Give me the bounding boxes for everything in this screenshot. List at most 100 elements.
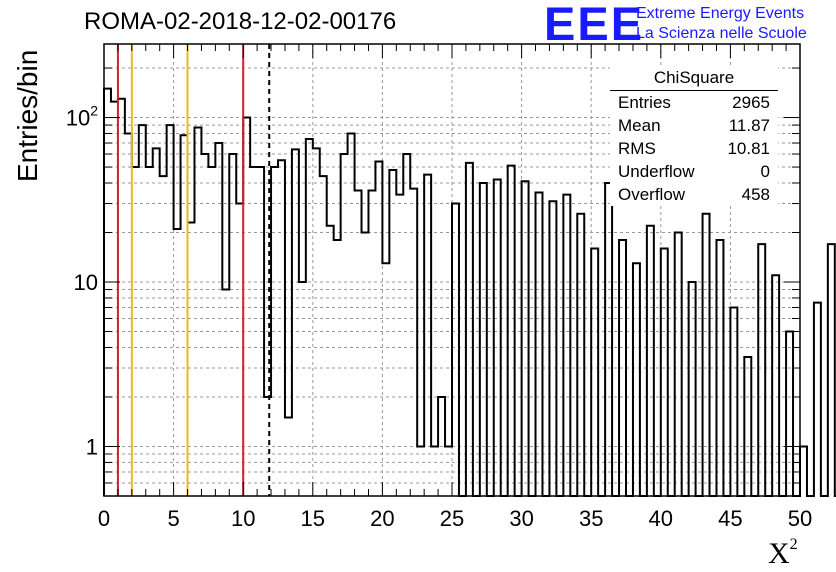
histogram-bin <box>452 204 459 496</box>
histogram-bin <box>800 446 807 496</box>
histogram-bin <box>772 275 779 496</box>
histogram-bin <box>132 167 139 496</box>
histogram-bin <box>125 133 132 496</box>
stats-label: Underflow <box>618 162 695 181</box>
histogram-bin <box>264 397 271 496</box>
y-tick-label: 10 <box>74 270 98 295</box>
y-tick-label: 102 <box>66 103 98 131</box>
histogram-bin <box>814 303 821 496</box>
stats-row-underflow: Underflow 0 <box>610 160 778 183</box>
histogram-bin <box>661 248 668 496</box>
histogram-bin <box>403 154 410 496</box>
histogram-bin <box>181 135 188 496</box>
histogram-bin <box>160 176 167 496</box>
x-axis-label-sup: 2 <box>789 536 798 553</box>
histogram-bin <box>243 118 250 496</box>
histogram-bin <box>536 193 543 496</box>
histogram-bin <box>494 180 501 496</box>
y-tick-label-base: 10 <box>66 106 90 131</box>
histogram-bin <box>424 175 431 496</box>
logo-line-1: Extreme Energy Events <box>636 5 805 22</box>
x-axis-label-base: X <box>768 537 790 570</box>
histogram-bin <box>250 167 257 496</box>
y-tick-label: 1 <box>86 434 98 459</box>
x-axis-label: X2 <box>768 536 798 571</box>
histogram-bin <box>222 290 229 496</box>
histogram-bin <box>716 240 723 496</box>
histogram-bin <box>382 263 389 496</box>
x-tick-label: 45 <box>718 506 742 531</box>
stats-label: RMS <box>618 139 656 158</box>
histogram-bin <box>396 195 403 496</box>
histogram-bin <box>786 332 793 496</box>
histogram-bin <box>327 226 334 496</box>
histogram-bin <box>466 163 473 496</box>
histogram-bin <box>758 244 765 496</box>
histogram-bin <box>605 183 612 496</box>
stats-value: 2965 <box>732 93 770 112</box>
histogram-bin <box>522 181 529 496</box>
x-tick-label: 20 <box>370 506 394 531</box>
y-axis-label: Entries/bin <box>12 49 43 182</box>
histogram-bin <box>633 263 640 496</box>
histogram-bin <box>153 148 160 496</box>
logo-line-2: La Scienza nelle Scuole <box>636 25 807 42</box>
histogram-bin <box>355 191 362 496</box>
stats-value: 0 <box>760 162 770 181</box>
x-tick-label: 0 <box>98 506 110 531</box>
histogram-bin <box>417 446 424 496</box>
histogram-bin <box>201 154 208 496</box>
histogram-bin <box>647 226 654 496</box>
histogram-bin <box>375 162 382 496</box>
histogram-bin <box>236 204 243 496</box>
stats-row-rms: RMS 10.81 <box>610 137 778 160</box>
histogram-bin <box>215 143 222 496</box>
histogram-bin <box>431 446 438 496</box>
stats-row-overflow: Overflow 458 <box>610 183 778 206</box>
x-tick-label: 40 <box>649 506 673 531</box>
histogram-bin <box>410 189 417 496</box>
histogram-bin <box>619 240 626 496</box>
x-tick-label: 50 <box>788 506 812 531</box>
histogram-bin <box>703 214 710 496</box>
histogram-bin <box>229 154 236 496</box>
y-tick-label-sup: 2 <box>90 103 98 119</box>
histogram-bin <box>480 183 487 496</box>
histogram-bin <box>508 166 515 496</box>
x-tick-label: 15 <box>301 506 325 531</box>
stats-row-entries: Entries 2965 <box>610 91 778 114</box>
stats-box: ChiSquare Entries 2965 Mean 11.87 RMS 10… <box>610 66 778 206</box>
histogram-bin <box>368 191 375 496</box>
histogram-bin <box>167 125 174 496</box>
histogram-bin <box>104 89 111 496</box>
histogram-bin <box>577 214 584 496</box>
histogram-bin <box>828 244 835 496</box>
histogram-bin <box>313 148 320 496</box>
histogram-bin <box>549 201 556 496</box>
histogram-bin <box>285 418 292 496</box>
histogram-bin <box>744 357 751 496</box>
histogram-bin <box>675 233 682 496</box>
histogram-bin <box>292 149 299 496</box>
stats-value: 10.81 <box>727 139 770 158</box>
histogram-bin <box>111 102 118 496</box>
stats-value: 458 <box>741 185 770 204</box>
x-tick-label: 25 <box>440 506 464 531</box>
reference-lines-layer <box>116 44 271 496</box>
x-tick-label: 5 <box>167 506 179 531</box>
x-tick-label: 30 <box>509 506 533 531</box>
histogram-bin <box>188 223 195 496</box>
histogram-bin <box>278 160 285 496</box>
histogram-bin <box>320 176 327 496</box>
histogram-bin <box>334 240 341 496</box>
eee-logo: EEE <box>544 0 645 50</box>
histogram-bin <box>257 167 264 496</box>
histogram-bin <box>438 397 445 496</box>
histogram-bin <box>689 282 696 496</box>
histogram-bin <box>271 167 278 496</box>
histogram-bin <box>362 233 369 496</box>
histogram-bin <box>194 127 201 496</box>
histogram-bin <box>208 167 215 496</box>
stats-value: 11.87 <box>728 116 770 135</box>
